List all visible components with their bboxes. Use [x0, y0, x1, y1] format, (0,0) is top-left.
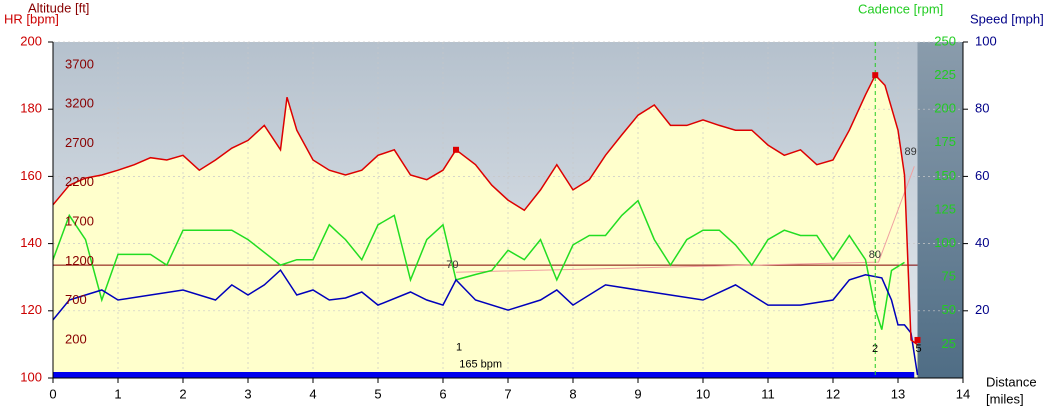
- x-tick-label: 1: [114, 386, 121, 401]
- cadence-tick-label: 100: [934, 235, 956, 250]
- altitude-tick-label: 200: [65, 331, 87, 346]
- area: [53, 75, 918, 378]
- cadence-tick-label: 75: [942, 269, 956, 284]
- cadence-tick-label: 50: [942, 302, 956, 317]
- x-axis-title: Distance: [986, 374, 1037, 389]
- altitude-tick-label: 2200: [65, 174, 94, 189]
- hr-tick-label: 180: [20, 101, 42, 116]
- annotation: 89: [905, 146, 917, 158]
- series-line: [52, 268, 919, 376]
- cadence-tick-label: 175: [934, 134, 956, 149]
- x-tick-label: 0: [49, 386, 56, 401]
- annotation: 2: [872, 343, 878, 355]
- cadence-tick-label: 250: [934, 33, 956, 48]
- annotation: 80: [869, 249, 881, 261]
- annotation: 165 bpm: [459, 358, 502, 370]
- hr-tick-label: 140: [20, 235, 42, 250]
- x-tick-label: 4: [309, 386, 316, 401]
- cadence-axis-title: Cadence [rpm]: [858, 1, 943, 16]
- x-tick-label: 7: [504, 386, 511, 401]
- speed-tick-label: 20: [975, 302, 989, 317]
- x-tick-label: 6: [439, 386, 446, 401]
- x-tick-label: 11: [761, 386, 775, 401]
- speed-tick-label: 60: [975, 168, 989, 183]
- marker: [914, 336, 921, 343]
- hr-tick-label: 120: [20, 302, 42, 317]
- cadence-tick-label: 150: [934, 168, 956, 183]
- x-tick-label: 9: [634, 386, 641, 401]
- speed-axis-title: Speed [mph]: [970, 11, 1044, 26]
- x-tick-label: 13: [891, 386, 905, 401]
- hr-tick-label: 160: [20, 168, 42, 183]
- x-axis-unit: [miles]: [986, 391, 1024, 406]
- hr-tick-label: 200: [20, 33, 42, 48]
- hr-tick-label: 100: [20, 369, 42, 384]
- marker: [453, 146, 459, 153]
- x-tick-label: 14: [956, 386, 970, 401]
- x-tick-label: 2: [179, 386, 186, 401]
- no-data-region: [917, 42, 963, 378]
- altitude-tick-label: 3200: [65, 96, 94, 111]
- marker: [872, 72, 879, 79]
- hr-axis-title: HR [bpm]: [4, 11, 59, 26]
- speed-tick-label: 80: [975, 101, 989, 116]
- altitude-tick-label: 1200: [65, 253, 94, 268]
- speed-tick-label: 100: [975, 33, 997, 48]
- cadence-tick-label: 25: [942, 336, 956, 351]
- altitude-tick-label: 700: [65, 292, 87, 307]
- x-tick-label: 10: [696, 386, 710, 401]
- series-line: [455, 166, 915, 273]
- annotation: 1: [456, 342, 462, 354]
- lap-bar: [53, 372, 915, 378]
- cadence-tick-label: 225: [934, 67, 956, 82]
- x-tick-label: 8: [569, 386, 576, 401]
- cadence-tick-label: 125: [934, 201, 956, 216]
- x-tick-label: 3: [244, 386, 251, 401]
- cadence-tick-label: 200: [934, 101, 956, 116]
- speed-tick-label: 40: [975, 235, 989, 250]
- x-tick-label: 5: [374, 386, 381, 401]
- altitude-axis-title: Altitude [ft]: [28, 0, 89, 15]
- annotation: 5: [916, 343, 922, 355]
- x-tick-label: 12: [826, 386, 840, 401]
- annotation: 70: [446, 259, 458, 271]
- altitude-tick-label: 1700: [65, 214, 94, 229]
- altitude-tick-label: 3700: [65, 56, 94, 71]
- series-line: [52, 73, 918, 346]
- series-line: [52, 199, 905, 330]
- altitude-tick-label: 2700: [65, 135, 94, 150]
